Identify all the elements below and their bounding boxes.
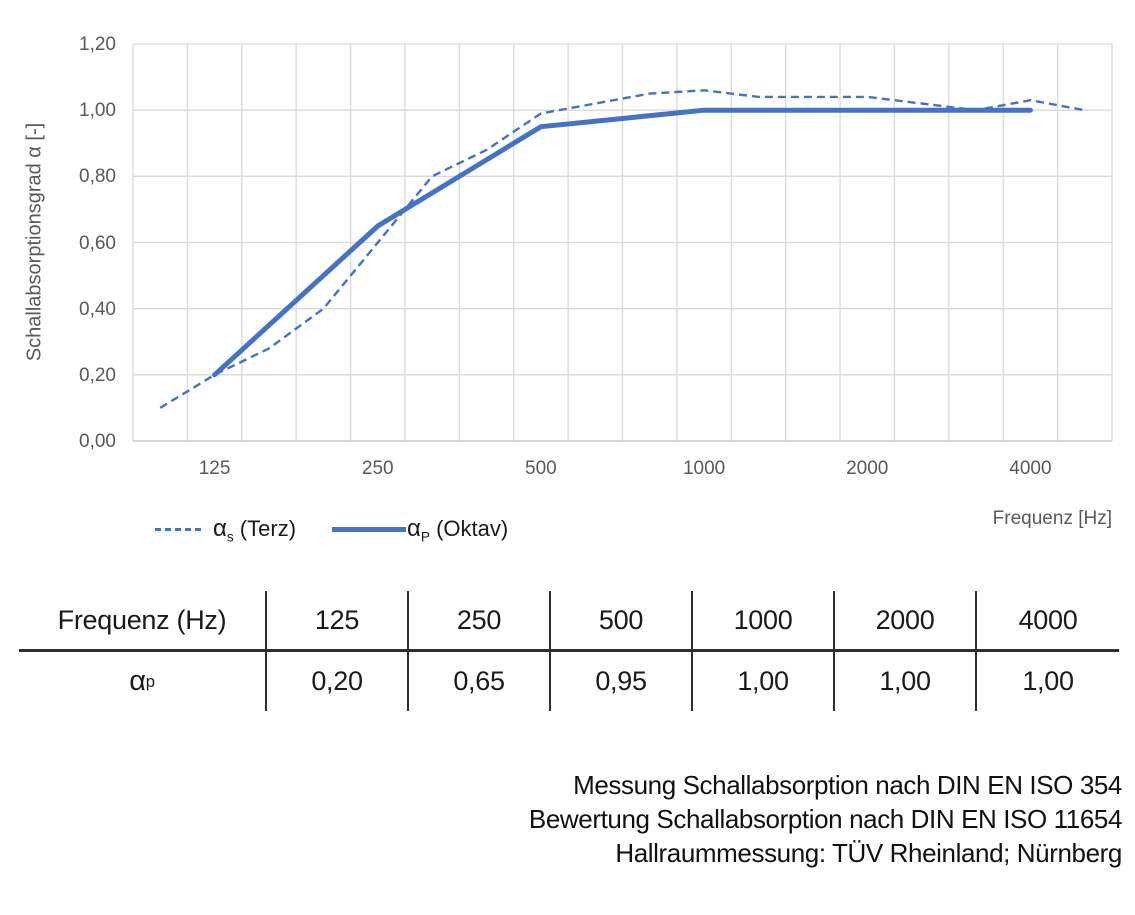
table-header-2000: 2000 [835,591,977,652]
table-header-frequency: Frequenz (Hz) [19,591,267,652]
y-tick-label: 1,00 [79,100,116,122]
table-header-500: 500 [551,591,693,652]
legend-label-oktav: αP (Oktav) [407,515,509,545]
legend-item-terz: αs (Terz) [155,515,296,544]
table-header-4000: 4000 [977,591,1119,652]
x-tick-label: 1000 [682,458,726,479]
table-value-500: 0,95 [551,652,693,711]
table-header-250: 250 [409,591,551,652]
x-tick-label: 4000 [1009,458,1052,479]
absorption-chart: Schallabsorptionsgrad α [-] Frequenz [Hz… [24,34,1113,544]
x-tick-label: 250 [361,458,394,479]
dashed-line-swatch-icon [155,528,205,532]
series-line-alpha-p-oktav [212,107,1033,378]
note-line-1: Messung Schallabsorption nach DIN EN ISO… [573,770,1122,800]
table-value-1000: 1,00 [693,652,835,711]
solid-line-swatch-icon [332,527,407,533]
chart-plot-area [132,43,1113,442]
y-tick-label: 0,80 [79,166,116,188]
note-line-3: Hallraummessung: TÜV Rheinland; Nürnberg [615,838,1122,868]
note-line-2: Bewertung Schallabsorption nach DIN EN I… [528,804,1123,834]
x-axis-title: Frequenz [Hz] [992,508,1112,529]
table-value-4000: 1,00 [1022,666,1074,696]
x-tick-label: 500 [525,458,557,479]
table-value-250: 0,65 [409,652,551,711]
chart-legend: αs (Terz) αP (Oktav) [155,515,508,544]
y-tick-label: 0,60 [79,232,116,254]
table-header-1000: 1000 [693,591,835,652]
legend-label-terz: αs (Terz) [213,515,297,545]
table-header-125: 125 [267,591,409,652]
y-tick-label: 0,40 [79,298,116,320]
alpha-p-table: Frequenz (Hz) 125 250 500 1000 2000 4000… [19,591,1119,711]
y-tick-label: 0,00 [79,431,116,452]
table-value-2000: 1,00 [835,652,977,711]
x-tick-label: 125 [198,458,231,479]
y-tick-label: 0,20 [79,364,116,386]
legend-item-oktav: αP (Oktav) [332,515,508,544]
table-value-125: 0,20 [267,652,409,711]
measurement-notes: Messung Schallabsorption nach DIN EN ISO… [528,768,1123,870]
x-tick-label: 2000 [846,458,889,479]
y-tick-label: 1,20 [79,34,116,55]
